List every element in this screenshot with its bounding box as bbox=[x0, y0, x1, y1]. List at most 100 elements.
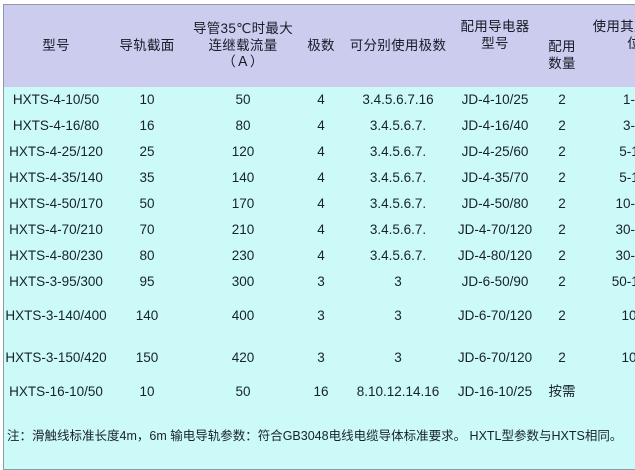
cell-tonnage: 1-3' bbox=[588, 87, 635, 113]
cell-usable-poles: 3 bbox=[342, 337, 454, 379]
cell-poles: 4 bbox=[300, 165, 342, 191]
cell-tonnage: 30-50' bbox=[588, 217, 635, 243]
cell-model: HXTS-16-10/50 bbox=[4, 379, 109, 405]
header-device-model: 配用导电器 型号 bbox=[454, 5, 536, 88]
cell-tonnage: 5-10' bbox=[588, 139, 635, 165]
cell-device-qty: 按需 bbox=[536, 379, 588, 405]
cell-device-model: JD-4-50/80 bbox=[454, 191, 536, 217]
cell-poles: 4 bbox=[300, 139, 342, 165]
header-poles-label: 极数 bbox=[307, 38, 335, 55]
header-model-label: 型号 bbox=[42, 38, 70, 55]
table-note: 注：滑触线标准长度4m，6m 输电导轨参数：符合GB3048电线电缆导体标准要求… bbox=[4, 405, 635, 470]
cell-tonnage: 5-10' bbox=[588, 165, 635, 191]
cell-usable-poles: 3 bbox=[342, 295, 454, 337]
cell-current: 230 bbox=[186, 243, 300, 269]
cell-device-qty: 2 bbox=[536, 217, 588, 243]
cell-device-qty: 2 bbox=[536, 337, 588, 379]
table-row: HXTS-3-140/400 140 400 3 3 JD-6-70/120 2… bbox=[4, 295, 635, 337]
table-row: HXTS-16-10/50 10 50 16 8.10.12.14.16 JD-… bbox=[4, 379, 635, 405]
table-row: HXTS-4-16/80 16 80 4 3.4.5.6.7. JD-4-16/… bbox=[4, 113, 635, 139]
cell-usable-poles: 3.4.5.6.7. bbox=[342, 243, 454, 269]
cell-model: HXTS-4-80/230 bbox=[4, 243, 109, 269]
cell-current: 420 bbox=[186, 337, 300, 379]
cell-rail-section: 70 bbox=[108, 217, 186, 243]
cell-device-qty: 2 bbox=[536, 113, 588, 139]
cell-device-qty: 2 bbox=[536, 269, 588, 295]
cell-device-model: JD-4-80/120 bbox=[454, 243, 536, 269]
header-tonnage: 使用其重机吨 位 bbox=[588, 5, 635, 88]
table-row: HXTS-4-35/140 35 140 4 3.4.5.6.7. JD-4-3… bbox=[4, 165, 635, 191]
cell-device-qty: 2 bbox=[536, 191, 588, 217]
cell-device-qty: 2 bbox=[536, 87, 588, 113]
cell-device-model: JD-16-10/25 bbox=[454, 379, 536, 405]
cell-current: 210 bbox=[186, 217, 300, 243]
cell-device-model: JD-4-16/40 bbox=[454, 113, 536, 139]
cell-tonnage: 50-100' bbox=[588, 269, 635, 295]
cell-model: HXTS-4-35/140 bbox=[4, 165, 109, 191]
cell-model: HXTS-4-70/210 bbox=[4, 217, 109, 243]
header-current-label: 连继载流量 bbox=[209, 38, 278, 55]
cell-usable-poles: 3.4.5.6.7. bbox=[342, 191, 454, 217]
header-max-current: 导管35℃时最大 连继载流量 （Ａ） bbox=[186, 5, 300, 88]
header-current-unit: （Ａ） bbox=[222, 54, 263, 71]
cell-device-qty: 2 bbox=[536, 165, 588, 191]
cell-poles: 4 bbox=[300, 87, 342, 113]
cell-current: 170 bbox=[186, 191, 300, 217]
header-usable-poles: 可分别使用极数 bbox=[342, 5, 454, 88]
specification-table: 型号 导轨截面 导管35℃时最大 连继载流量 （Ａ） bbox=[3, 4, 635, 470]
cell-model: HXTS-4-50/170 bbox=[4, 191, 109, 217]
cell-rail-section: 10 bbox=[108, 379, 186, 405]
table-note-row: 注：滑触线标准长度4m，6m 输电导轨参数：符合GB3048电线电缆导体标准要求… bbox=[4, 405, 635, 470]
table-header: 型号 导轨截面 导管35℃时最大 连继载流量 （Ａ） bbox=[4, 5, 635, 88]
header-rail-section: 导轨截面 bbox=[108, 5, 186, 88]
cell-current: 140 bbox=[186, 165, 300, 191]
cell-usable-poles: 3.4.5.6.7. bbox=[342, 165, 454, 191]
cell-usable-poles: 3.4.5.6.7. bbox=[342, 139, 454, 165]
cell-rail-section: 25 bbox=[108, 139, 186, 165]
cell-tonnage: 30-50' bbox=[588, 243, 635, 269]
table-row: HXTS-4-10/50 10 50 4 3.4.5.6.7.16 JD-4-1… bbox=[4, 87, 635, 113]
cell-current: 120 bbox=[186, 139, 300, 165]
cell-current: 400 bbox=[186, 295, 300, 337]
header-current-group-title: 导管35℃时最大 bbox=[193, 21, 293, 38]
header-usable-poles-label: 可分别使用极数 bbox=[350, 38, 447, 55]
cell-rail-section: 10 bbox=[108, 87, 186, 113]
cell-rail-section: 50 bbox=[108, 191, 186, 217]
cell-current: 300 bbox=[186, 269, 300, 295]
table-body: HXTS-4-10/50 10 50 4 3.4.5.6.7.16 JD-4-1… bbox=[4, 87, 635, 470]
cell-model: HXTS-4-10/50 bbox=[4, 87, 109, 113]
cell-device-model: JD-4-35/70 bbox=[454, 165, 536, 191]
cell-tonnage bbox=[588, 379, 635, 405]
cell-device-qty: 2 bbox=[536, 295, 588, 337]
cell-current: 50 bbox=[186, 87, 300, 113]
cell-usable-poles: 3.4.5.6.7.16 bbox=[342, 87, 454, 113]
cell-device-qty: 2 bbox=[536, 139, 588, 165]
header-device-qty-line1: 配用 bbox=[548, 39, 576, 56]
header-row: 型号 导轨截面 导管35℃时最大 连继载流量 （Ａ） bbox=[4, 5, 635, 88]
cell-poles: 4 bbox=[300, 217, 342, 243]
header-device-model-label: 型号 bbox=[481, 36, 509, 53]
cell-poles: 4 bbox=[300, 113, 342, 139]
table-row: HXTS-4-25/120 25 120 4 3.4.5.6.7. JD-4-2… bbox=[4, 139, 635, 165]
cell-model: HXTS-3-140/400 bbox=[4, 295, 109, 337]
cell-tonnage: 100' bbox=[588, 337, 635, 379]
cell-rail-section: 95 bbox=[108, 269, 186, 295]
table-row: HXTS-3-150/420 150 420 3 3 JD-6-70/120 2… bbox=[4, 337, 635, 379]
cell-device-model: JD-6-70/120 bbox=[454, 337, 536, 379]
table-row: HXTS-4-50/170 50 170 4 3.4.5.6.7. JD-4-5… bbox=[4, 191, 635, 217]
cell-device-model: JD-4-10/25 bbox=[454, 87, 536, 113]
header-tonnage-line2: 位 bbox=[627, 36, 635, 53]
cell-current: 50 bbox=[186, 379, 300, 405]
cell-device-qty: 2 bbox=[536, 243, 588, 269]
cell-poles: 4 bbox=[300, 243, 342, 269]
cell-poles: 3 bbox=[300, 269, 342, 295]
cell-usable-poles: 3.4.5.6.7. bbox=[342, 217, 454, 243]
page-canvas: 型号 导轨截面 导管35℃时最大 连继载流量 （Ａ） bbox=[0, 0, 635, 444]
cell-model: HXTS-3-95/300 bbox=[4, 269, 109, 295]
cell-model: HXTS-4-16/80 bbox=[4, 113, 109, 139]
cell-tonnage: 10-30' bbox=[588, 191, 635, 217]
cell-model: HXTS-4-25/120 bbox=[4, 139, 109, 165]
cell-poles: 4 bbox=[300, 191, 342, 217]
cell-device-model: JD-4-25/60 bbox=[454, 139, 536, 165]
header-device-qty-line2: 数量 bbox=[548, 56, 576, 73]
